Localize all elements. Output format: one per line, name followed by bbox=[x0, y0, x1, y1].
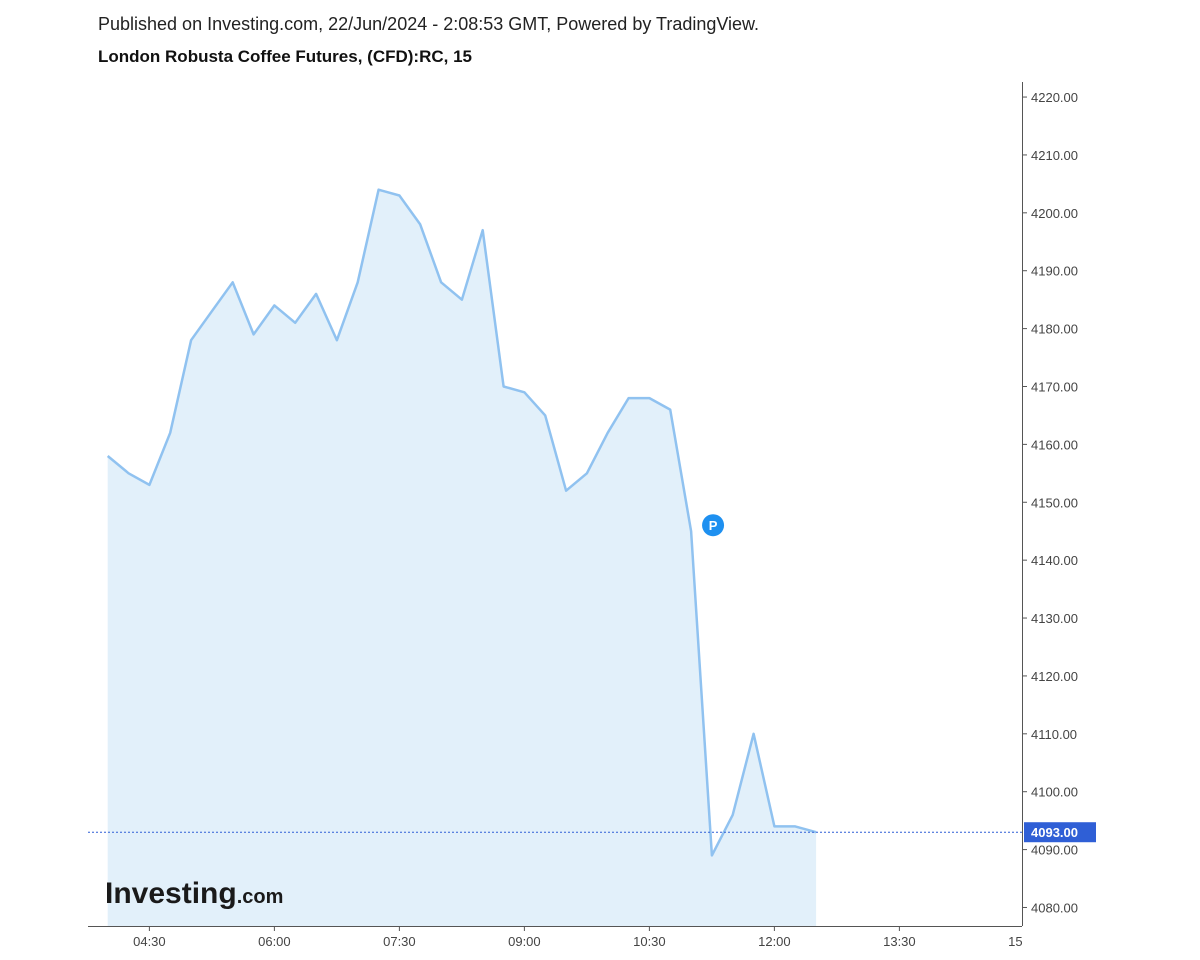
y-tick-label: 4090.00 bbox=[1031, 843, 1078, 858]
y-tick-label: 4110.00 bbox=[1031, 727, 1077, 742]
y-tick-label: 4190.00 bbox=[1031, 264, 1078, 279]
x-tick-label: 09:00 bbox=[508, 934, 541, 949]
y-tick-label: 4220.00 bbox=[1031, 90, 1078, 105]
x-tick-label: 15:00 bbox=[1008, 934, 1041, 949]
x-tick-label: 12:00 bbox=[758, 934, 791, 949]
published-note: Published on Investing.com, 22/Jun/2024 … bbox=[98, 14, 760, 34]
last-price-badge: 4093.00 bbox=[1024, 822, 1096, 843]
y-tick-label: 4150.00 bbox=[1031, 495, 1078, 510]
x-tick-label: 13:30 bbox=[883, 934, 916, 949]
logo-suffix-text: .com bbox=[237, 886, 284, 908]
x-tick-label: 10:30 bbox=[633, 934, 666, 949]
chart-title: London Robusta Coffee Futures, (CFD):RC,… bbox=[98, 47, 472, 66]
x-tick-label: 04:30 bbox=[133, 934, 166, 949]
y-tick-label: 4100.00 bbox=[1031, 785, 1078, 800]
y-tick-label: 4130.00 bbox=[1031, 611, 1078, 626]
last-price-label: 4093.00 bbox=[1031, 825, 1078, 840]
p-marker[interactable]: P bbox=[702, 514, 725, 537]
x-axis-ticks: 04:30 06:00 07:30 09:00 10:30 12:00 13:30 15:00 bbox=[133, 926, 1041, 949]
p-marker-circle[interactable] bbox=[702, 514, 725, 537]
y-tick-label: 4170.00 bbox=[1031, 379, 1078, 394]
y-tick-label: 4080.00 bbox=[1031, 900, 1078, 915]
price-line bbox=[106, 188, 817, 857]
y-tick-label: 4160.00 bbox=[1031, 437, 1078, 452]
p-marker-label[interactable]: P bbox=[709, 518, 718, 533]
y-tick-label: 4210.00 bbox=[1031, 148, 1078, 163]
y-tick-label: 4140.00 bbox=[1031, 553, 1078, 568]
svg-text:Investing.com: Investing.com bbox=[105, 877, 283, 910]
x-tick-label: 07:30 bbox=[383, 934, 416, 949]
price-area bbox=[107, 189, 817, 926]
y-tick-label: 4180.00 bbox=[1031, 322, 1078, 337]
logo-main-text: Investing bbox=[105, 877, 237, 910]
y-axis-ticks: 4080.00 4090.00 4100.00 4110.00 4120.00 4130.… bbox=[1022, 90, 1078, 915]
x-tick-label: 06:00 bbox=[258, 934, 291, 949]
last-price-badge-bg bbox=[1024, 822, 1096, 843]
y-tick-label: 4200.00 bbox=[1031, 206, 1078, 221]
y-tick-label: 4120.00 bbox=[1031, 669, 1078, 684]
investing-logo: Investing.com bbox=[105, 877, 283, 910]
